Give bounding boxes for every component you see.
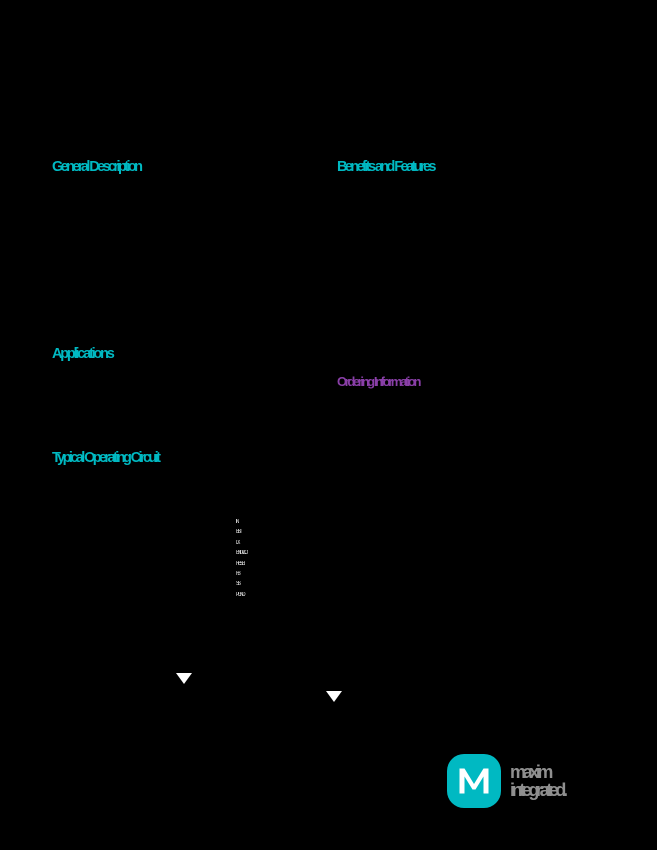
list-item: Hiccup Overcurrent Protection [344, 466, 434, 476]
general-description-body: The MAX17502 high-efficiency, high-volta… [52, 187, 302, 290]
list-item: Shutdown Current = 2.5µA (typ) [344, 351, 439, 361]
list-item: Monotonic Startup into Prebiased Load [344, 441, 460, 451]
pin-label: LX [236, 539, 240, 546]
circuit-pin-labels: IN BST LX EN/UVLO RESET FB SS PGND [236, 519, 266, 598]
footer-contact-note: For pricing, delivery, and ordering info… [45, 801, 449, 808]
input-wire [55, 535, 190, 536]
pin-label: SS [236, 581, 241, 588]
logo-line-1: maxim [510, 762, 553, 782]
list-item: No Schottky—Synchronous Operation [344, 211, 460, 221]
page-tagline: 4.5V to 60V, 1A, High-Efficiency, Synchr… [45, 79, 317, 90]
pin-label: IN [236, 519, 239, 525]
list-item: Peak Efficiency > 93% [344, 277, 412, 287]
typical-operating-circuit-heading: Typical Operating Circuit [52, 450, 161, 466]
ordering-information-link[interactable]: Ordering Information [337, 374, 421, 389]
pin-label: EN/UVLO [236, 550, 248, 557]
benefits-and-features-heading: Benefits and Features [337, 159, 436, 175]
benefits-group-list-2: Peak Current-Limit Protection Built-In O… [344, 330, 602, 514]
footer-doc-id: 19-100102; Rev 0; 10/15 [45, 819, 109, 826]
pin-label: FB [236, 570, 241, 577]
ordering-information-note: Ordering Information appears at end of d… [337, 393, 465, 400]
list-item: Distributed Supply Regulation [52, 409, 140, 419]
circuit-device-label: MAX17502 [190, 505, 217, 512]
ground-symbol-icon [326, 691, 342, 702]
circuit-annotation-vout: VOUT [345, 512, 361, 519]
pin-label: PGND [236, 591, 246, 598]
pin-label: RESET [236, 560, 246, 567]
list-item: Internal Feedback Divider [344, 260, 420, 270]
list-item: Peak Current-Limit Protection [344, 343, 432, 353]
list-item: High-Voltage Single-Board Systems [52, 434, 160, 444]
list-item: Programmable EN/UVLO Threshold [344, 392, 454, 402]
device-block [190, 510, 287, 672]
benefits-group-title-1: Reduces Power Dissipation [337, 253, 428, 262]
list-item: Thermal Shutdown Protection [344, 490, 434, 500]
list-item: Telecom and Datacom Equipment [52, 483, 155, 493]
benefits-group-list-1: Peak Efficiency > 93% Internal Low RDS(O… [344, 264, 602, 375]
pin-label: BST [236, 529, 242, 536]
maxim-wordmark: maxim integrated. [510, 762, 568, 800]
list-item: Industrial Power Supplies [52, 385, 128, 395]
maxim-integrated-logo: maxim integrated. [447, 754, 568, 808]
benefits-group-title-2: Operates Reliably in Adverse Industrial … [337, 319, 510, 328]
page-part-number: MAX17502 [45, 60, 92, 72]
list-item: Base-Station Power Supplies [52, 459, 140, 469]
list-item: Internal Compensation for All Output Vol… [344, 235, 479, 245]
circuit-annotation-vin: VIN [55, 512, 64, 519]
list-item: Programmable Soft-Start [344, 417, 419, 427]
list-item: Internal Low RDS(ON) Switches [344, 301, 441, 311]
general-description-heading: General Description [52, 159, 143, 175]
applications-list: Industrial Power Supplies Distributed Su… [52, 372, 302, 507]
logo-line-2: integrated. [510, 780, 568, 800]
benefits-group-list-0: No Schottky—Synchronous Operation Intern… [344, 198, 602, 309]
list-item: Built-In Output-Voltage Monitoring with … [344, 367, 482, 377]
output-wire [285, 550, 375, 551]
applications-heading: Applications [52, 346, 115, 362]
list-item: Programmable Frequency from 100kHz to 2.… [344, 326, 497, 336]
maxim-m-mark-icon [447, 754, 501, 808]
benefits-group-title-0: Reduces External Components and Total Co… [337, 187, 488, 196]
list-item: All-Ceramic Capacitors, Compact Layout [344, 285, 466, 295]
ground-symbol-icon [176, 673, 192, 684]
typical-operating-circuit-diagram [45, 480, 375, 715]
